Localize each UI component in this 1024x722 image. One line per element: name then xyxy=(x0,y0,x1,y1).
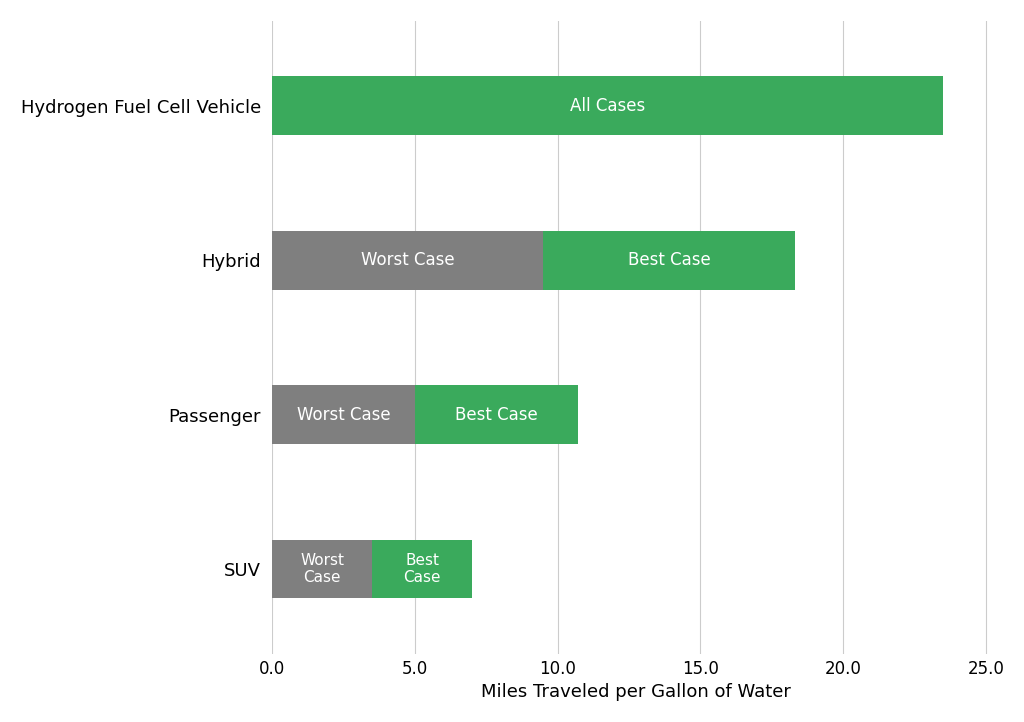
Bar xyxy=(415,386,578,444)
Text: Best Case: Best Case xyxy=(628,251,711,269)
Text: Worst
Case: Worst Case xyxy=(300,553,344,586)
Bar xyxy=(272,231,544,290)
Text: Worst Case: Worst Case xyxy=(361,251,455,269)
Text: Worst Case: Worst Case xyxy=(297,406,390,424)
Bar xyxy=(272,77,943,135)
X-axis label: Miles Traveled per Gallon of Water: Miles Traveled per Gallon of Water xyxy=(481,683,792,701)
Text: All Cases: All Cases xyxy=(570,97,645,115)
Bar xyxy=(272,386,415,444)
Bar xyxy=(272,540,372,599)
Text: Best Case: Best Case xyxy=(455,406,538,424)
Bar xyxy=(372,540,472,599)
Bar xyxy=(544,231,795,290)
Text: Best
Case: Best Case xyxy=(403,553,441,586)
